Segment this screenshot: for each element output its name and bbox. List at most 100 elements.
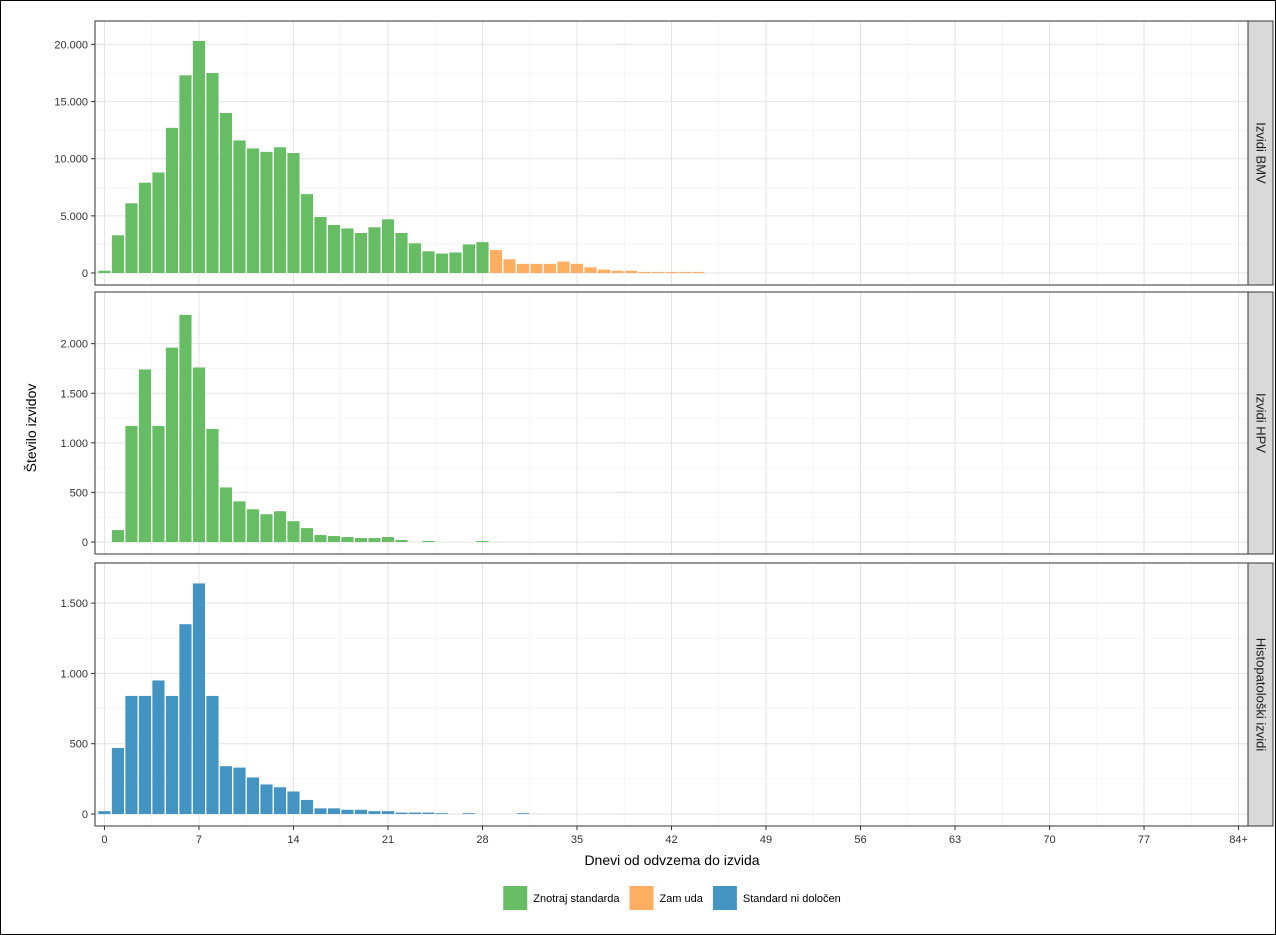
bar-zamuda-day-34 (557, 261, 570, 273)
bar-znotraj-day-28 (476, 541, 489, 542)
legend-key-zamuda (629, 886, 654, 910)
bar-nedoloceno-day-0 (98, 811, 111, 814)
bar-znotraj-day-15 (300, 194, 314, 273)
bar-znotraj-day-1 (111, 530, 125, 542)
x-axis: 0 7 14 21 28 35 42 49 56 63 70 77 84+ (101, 826, 1248, 846)
legend: Znotraj standarda Zam uda Standard ni dolo… (503, 886, 841, 910)
x-tick-label: 14 (287, 834, 299, 846)
bar-znotraj-day-13 (273, 147, 287, 273)
bar-znotraj-day-24 (422, 541, 435, 542)
bar-zamuda-day-42 (665, 271, 678, 273)
x-tick-label: 0 (101, 834, 107, 846)
bar-nedoloceno-day-5 (165, 695, 179, 814)
bar-znotraj-day-17 (327, 536, 341, 542)
bar-zamuda-day-44 (692, 271, 705, 273)
bar-nedoloceno-day-24 (422, 812, 435, 814)
bar-znotraj-day-0 (98, 270, 111, 273)
bar-nedoloceno-day-20 (368, 811, 381, 814)
y-tick-label: 1.000 (60, 668, 88, 680)
bar-znotraj-day-9 (219, 113, 233, 273)
bar-znotraj-day-10 (233, 501, 246, 542)
y-tick-label: 1.500 (60, 388, 88, 400)
legend-key-znotraj (503, 886, 528, 910)
bar-nedoloceno-day-11 (246, 777, 260, 814)
y-tick-label: 5.000 (60, 211, 88, 223)
bar-nedoloceno-day-4 (152, 680, 165, 814)
panel-3: 0 500 1.000 1.500 Histopatološki izvidi (60, 562, 1274, 827)
bar-zamuda-day-37 (597, 269, 611, 273)
bar-zamuda-day-32 (530, 263, 543, 273)
bar-znotraj-day-3 (138, 369, 152, 542)
y-tick-label: 0 (82, 809, 88, 821)
x-tick-label: 49 (760, 834, 772, 846)
bar-znotraj-day-14 (287, 521, 300, 542)
bar-znotraj-day-6 (179, 314, 192, 542)
bar-znotraj-day-11 (246, 509, 260, 542)
bar-znotraj-day-12 (260, 151, 273, 273)
panel-2: 0 500 1.000 1.500 2.000 Izvidi HPV (60, 291, 1274, 555)
bar-znotraj-day-1 (111, 235, 125, 273)
bar-nedoloceno-day-8 (206, 695, 219, 814)
bar-znotraj-day-21 (381, 219, 395, 273)
bar-znotraj-day-19 (354, 233, 368, 273)
bar-znotraj-day-11 (246, 148, 260, 273)
facet-strip-label: Izvidi BMV (1254, 122, 1269, 184)
y-tick-label: 15.000 (54, 97, 88, 109)
facet-strip (1247, 20, 1274, 286)
bar-zamuda-day-31 (516, 263, 530, 273)
bar-nedoloceno-day-23 (408, 812, 422, 814)
bar-nedoloceno-day-3 (138, 695, 152, 814)
bar-nedoloceno-day-2 (125, 695, 138, 814)
bar-zamuda-day-30 (503, 259, 516, 273)
bar-nedoloceno-day-12 (260, 784, 273, 814)
facet-strip-label: Histopatološki izvidi (1254, 638, 1269, 752)
bar-znotraj-day-4 (152, 172, 165, 273)
bar-znotraj-day-5 (165, 127, 179, 273)
bar-znotraj-day-12 (260, 514, 273, 542)
bar-znotraj-day-4 (152, 425, 165, 542)
bar-znotraj-day-14 (287, 153, 300, 273)
bar-znotraj-day-17 (327, 225, 341, 273)
bar-nedoloceno-day-14 (287, 791, 300, 814)
bar-znotraj-day-19 (354, 538, 368, 542)
bar-nedoloceno-day-31 (516, 813, 530, 814)
bar-nedoloceno-day-16 (314, 808, 327, 814)
legend-item-znotraj: Znotraj standarda (503, 886, 620, 910)
bar-znotraj-day-18 (341, 228, 354, 273)
legend-label-zamuda: Zam uda (659, 893, 703, 905)
facet-strip (1247, 562, 1274, 827)
bar-zamuda-day-39 (624, 270, 638, 273)
y-tick-label: 2.000 (60, 339, 88, 351)
legend-item-zamuda: Zam uda (629, 886, 704, 910)
y-tick-label: 20.000 (54, 39, 88, 51)
bar-nedoloceno-day-6 (179, 624, 192, 814)
x-tick-label: 56 (854, 834, 866, 846)
y-tick-label: 0 (82, 537, 88, 549)
bar-nedoloceno-day-25 (435, 813, 449, 814)
bar-znotraj-day-8 (206, 73, 219, 273)
bar-znotraj-day-7 (192, 367, 206, 542)
legend-key-nedoloceno (712, 886, 737, 910)
bar-znotraj-day-22 (395, 540, 408, 542)
x-tick-label: 63 (949, 834, 961, 846)
bar-znotraj-day-10 (233, 140, 246, 273)
bar-nedoloceno-day-9 (219, 766, 233, 814)
bar-zamuda-day-36 (584, 267, 597, 273)
bar-zamuda-day-33 (543, 263, 557, 273)
bar-zamuda-day-38 (611, 270, 624, 273)
bar-znotraj-day-25 (435, 253, 449, 273)
bar-znotraj-day-22 (395, 233, 408, 273)
bar-nedoloceno-day-7 (192, 583, 206, 814)
bar-znotraj-day-7 (192, 41, 206, 273)
bar-znotraj-day-16 (314, 535, 327, 542)
y-tick-label: 1.000 (60, 438, 88, 450)
bar-znotraj-day-26 (449, 252, 462, 273)
x-tick-label: 42 (665, 834, 677, 846)
bar-znotraj-day-20 (368, 538, 381, 542)
legend-label-nedoloceno: Standard ni določen (743, 893, 841, 905)
bar-znotraj-day-13 (273, 511, 287, 542)
x-tick-label: 28 (476, 834, 488, 846)
bar-znotraj-day-2 (125, 203, 138, 273)
bar-nedoloceno-day-1 (111, 747, 125, 814)
